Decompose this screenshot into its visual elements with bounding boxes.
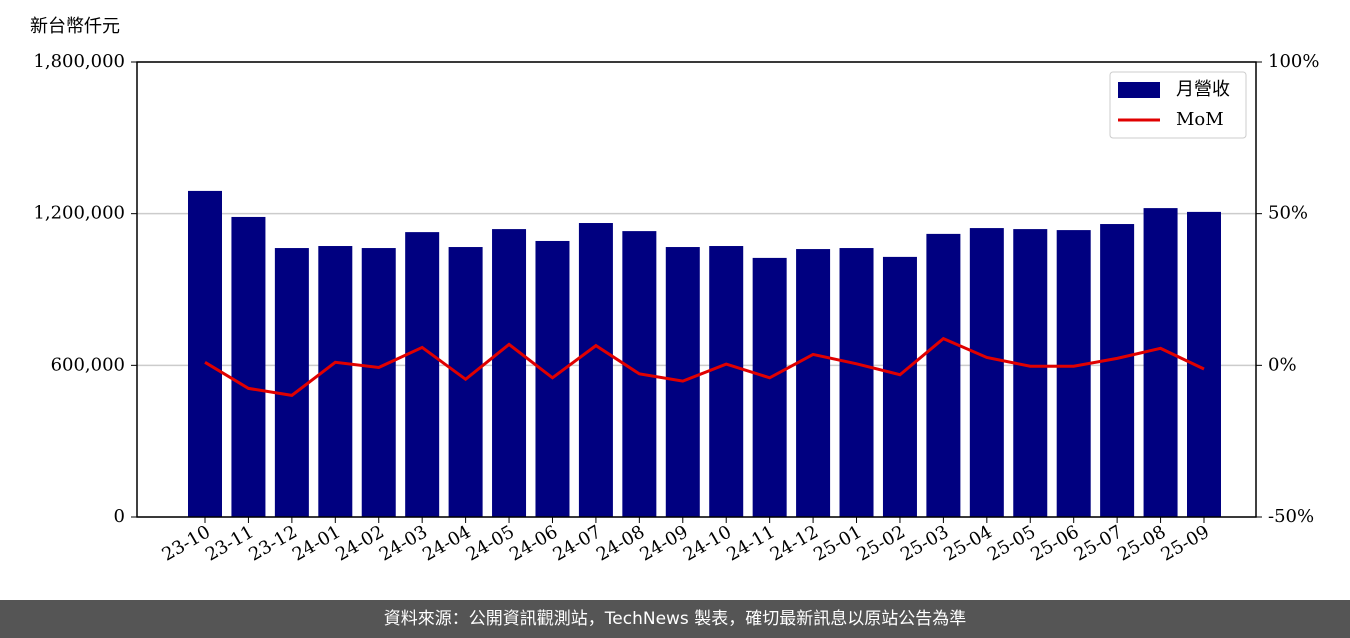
x-tick-label: 23-10 [159,521,214,565]
x-tick-label: 23-12 [245,521,300,565]
bar [188,190,222,517]
bar [926,233,961,517]
y-axis-label: 新台幣仟元 [30,16,120,37]
y-tick-label: 1,800,000 [33,51,125,72]
footer: 資料來源：公開資訊觀測站，TechNews 製表，確切最新訊息以原站公告為準 [0,600,1350,638]
legend-label: 月營收 [1176,79,1230,100]
bar [969,228,1004,517]
bar [492,229,527,517]
bar [448,247,483,518]
bar [752,257,787,517]
plot-frame [136,61,1257,518]
chart: 新台幣仟元 0 600,000 1,200,000 1,800,000 -50% 0% 50… [30,16,1319,566]
y-tick-label: 1,200,000 [33,203,125,224]
legend-label: MoM [1176,109,1224,130]
bar [318,246,353,517]
bar [578,223,613,517]
bar [1056,230,1091,517]
bar [1100,224,1135,517]
bar [839,248,874,518]
x-tick-label: 25-09 [1158,521,1213,565]
x-tick-label: 24-10 [680,521,735,565]
bar [231,216,266,518]
y-tick-label: 0 [114,506,125,527]
legend-swatch [1118,82,1160,98]
bar [405,232,440,517]
y2-tick-label: 0% [1268,354,1297,375]
x-tick-label: 25-01 [810,521,865,565]
x-tick-label: 24-05 [463,521,518,565]
x-tick-label: 25-04 [940,521,995,565]
x-tick-label: 25-05 [984,521,1039,565]
line [204,336,1205,397]
x-tick-label: 24-03 [376,521,431,565]
y2-tick-label: 50% [1268,203,1308,224]
x-tick-label: 25-06 [1027,521,1082,565]
x-tick-label: 24-04 [419,521,474,565]
bar [361,248,396,518]
bar [796,249,831,518]
x-tick-label: 25-07 [1071,521,1126,565]
x-tick-label: 24-07 [549,521,604,565]
x-tick-label: 24-01 [289,521,344,565]
x-tick-label: 25-03 [897,521,952,565]
bar [709,246,744,517]
bar [274,248,309,518]
x-tick-label: 24-08 [593,521,648,565]
x-tick-label: 23-11 [202,521,257,565]
x-tick-label: 24-11 [723,521,778,565]
bar [882,256,917,517]
x-tick-label: 24-12 [767,521,822,565]
y2-tick-label: 100% [1268,51,1319,72]
y2-tick-label: -50% [1268,506,1314,527]
x-tick-label: 24-02 [332,521,387,565]
bar [1013,229,1048,517]
bar [1143,208,1178,517]
y-tick-label: 600,000 [51,354,125,375]
x-tick-label: 24-06 [506,521,561,565]
x-tick-label: 25-02 [854,521,909,565]
x-tick-label: 25-08 [1114,521,1169,565]
x-tick-label: 24-09 [636,521,691,565]
